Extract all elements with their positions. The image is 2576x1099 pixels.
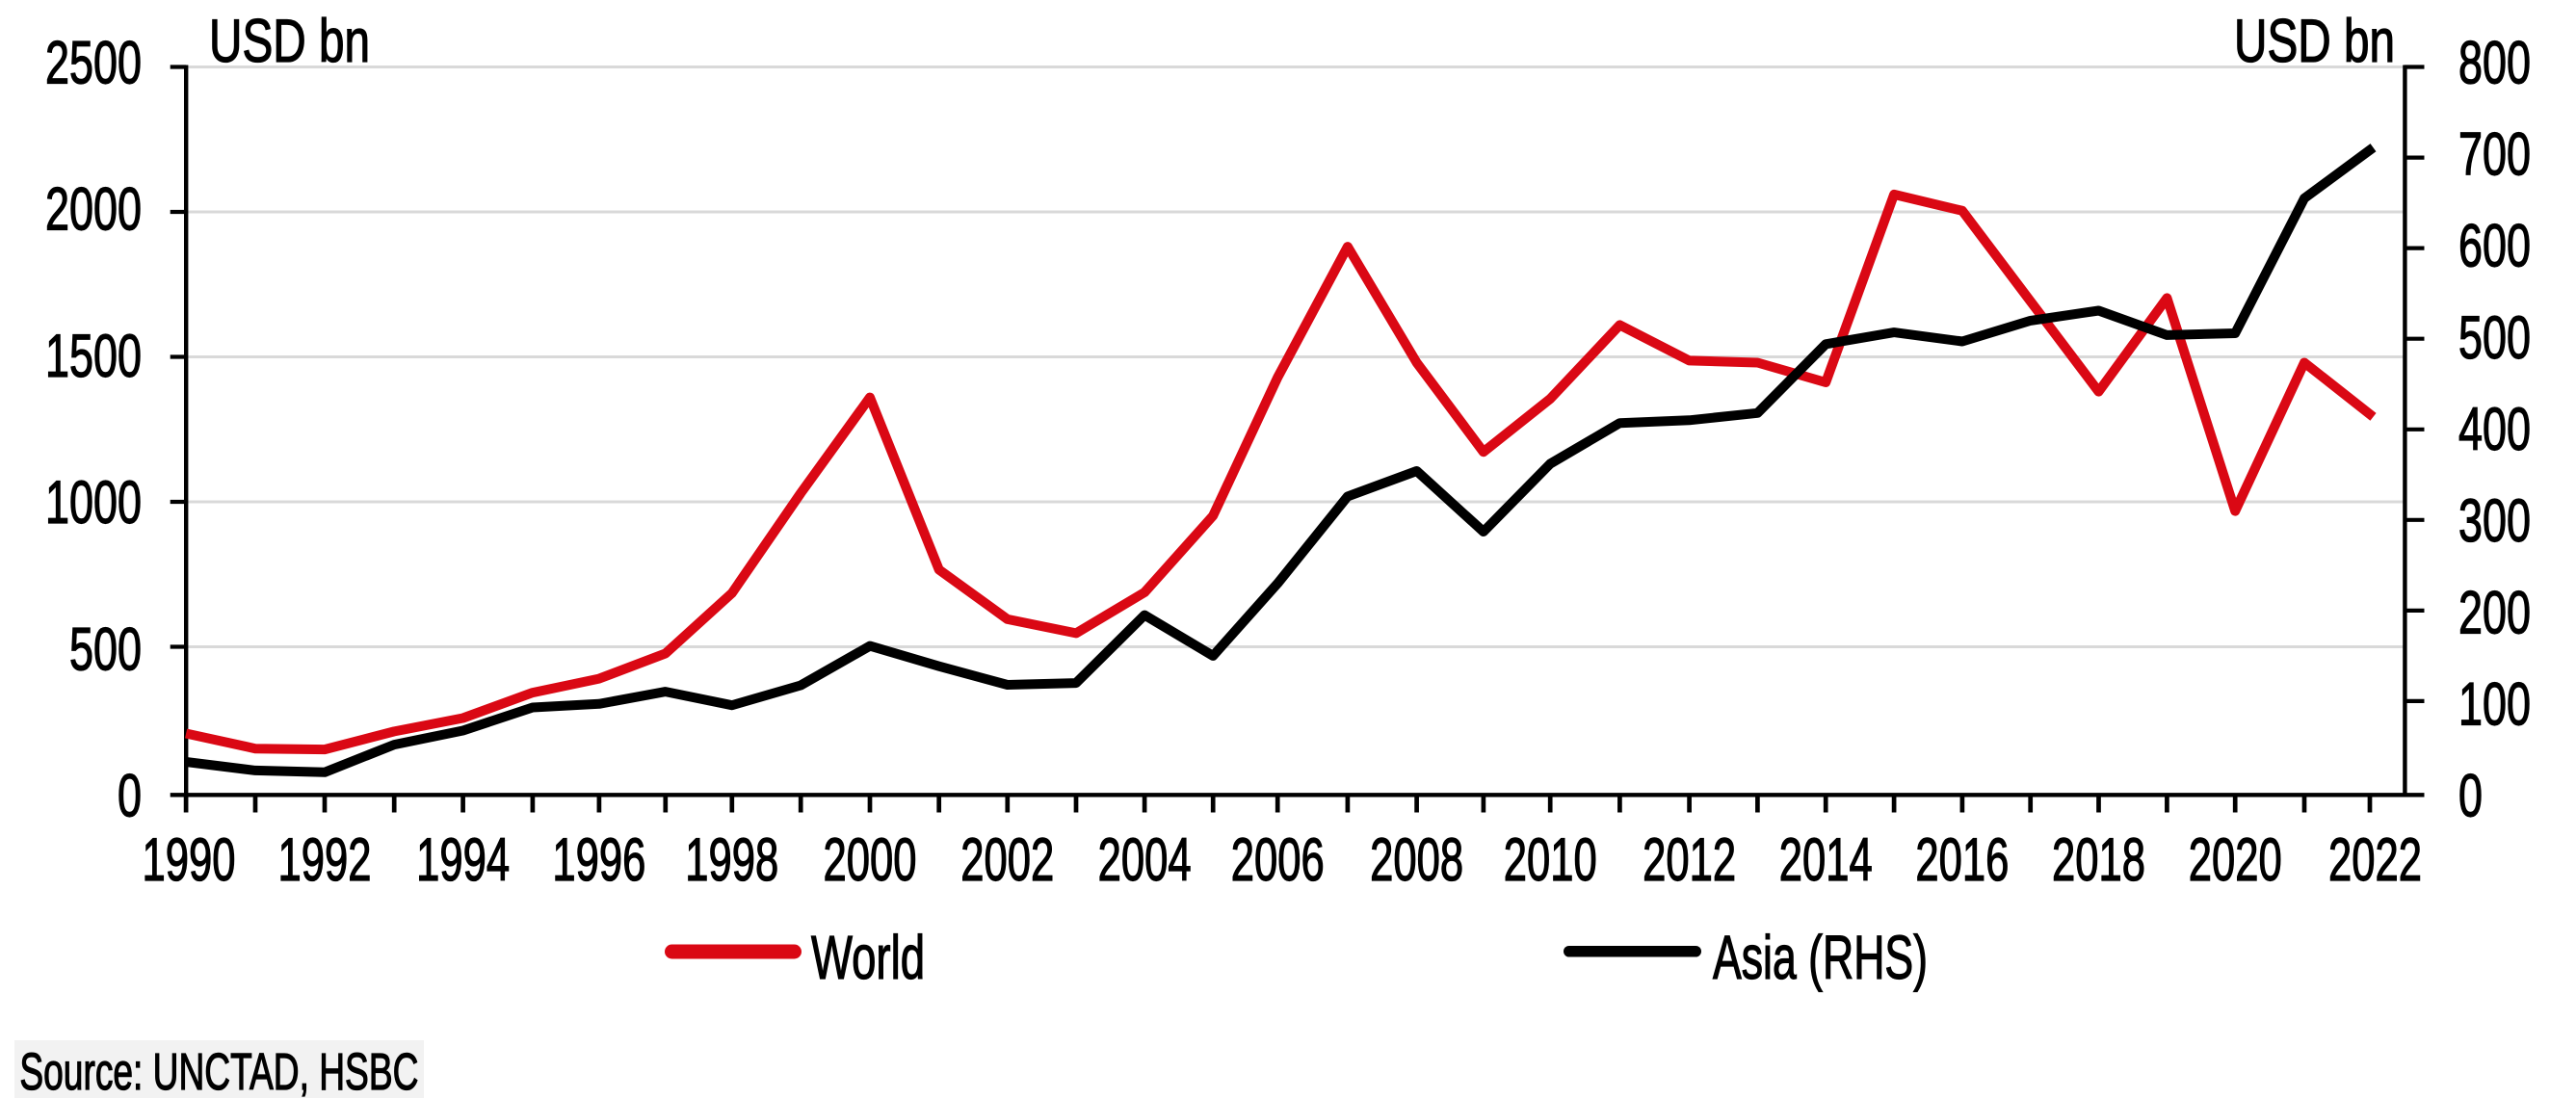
svg-text:400: 400 (2458, 396, 2531, 463)
svg-text:2004: 2004 (1098, 826, 1192, 894)
svg-text:600: 600 (2458, 213, 2531, 280)
svg-text:2016: 2016 (1915, 826, 2009, 894)
svg-text:2012: 2012 (1643, 826, 1736, 894)
svg-text:2010: 2010 (1504, 826, 1597, 894)
svg-text:2000: 2000 (45, 176, 142, 244)
svg-text:2018: 2018 (2052, 826, 2145, 894)
svg-text:World: World (811, 923, 925, 992)
svg-text:2022: 2022 (2328, 826, 2422, 894)
svg-text:300: 300 (2458, 487, 2531, 555)
svg-text:Source: UNCTAD, HSBC: Source: UNCTAD, HSBC (19, 1043, 418, 1099)
svg-text:0: 0 (2458, 763, 2483, 830)
svg-text:2020: 2020 (2189, 826, 2282, 894)
svg-text:2000: 2000 (824, 826, 917, 894)
svg-text:800: 800 (2458, 29, 2531, 96)
svg-text:500: 500 (2458, 304, 2531, 372)
svg-text:2006: 2006 (1231, 826, 1325, 894)
svg-text:Asia (RHS): Asia (RHS) (1713, 923, 1928, 992)
svg-text:2002: 2002 (960, 826, 1054, 894)
svg-text:1000: 1000 (45, 469, 142, 536)
svg-text:0: 0 (118, 763, 142, 830)
svg-text:1994: 1994 (416, 826, 510, 894)
svg-text:USD bn: USD bn (209, 8, 370, 75)
svg-text:2014: 2014 (1779, 826, 1873, 894)
svg-text:1992: 1992 (278, 826, 372, 894)
svg-text:1996: 1996 (552, 826, 645, 894)
svg-text:700: 700 (2458, 121, 2531, 189)
svg-text:100: 100 (2458, 671, 2531, 739)
svg-text:2008: 2008 (1370, 826, 1463, 894)
svg-text:500: 500 (69, 615, 142, 683)
svg-text:1990: 1990 (143, 826, 236, 894)
svg-text:200: 200 (2458, 579, 2531, 646)
svg-text:USD bn: USD bn (2234, 8, 2395, 75)
svg-text:2500: 2500 (45, 29, 142, 96)
svg-text:1998: 1998 (685, 826, 778, 894)
svg-text:1500: 1500 (45, 323, 142, 390)
